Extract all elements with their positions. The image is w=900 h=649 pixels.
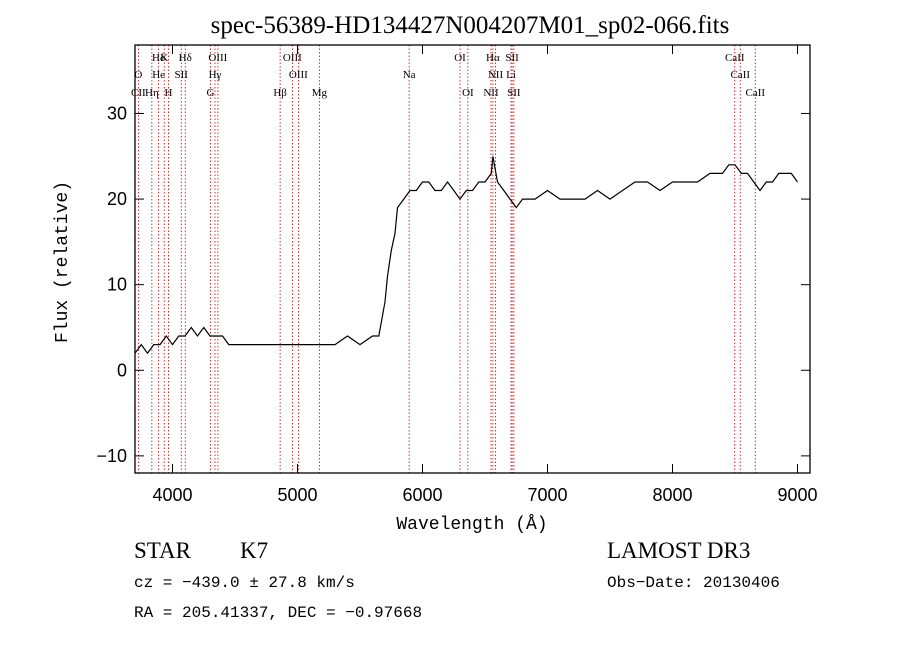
spectral-line-label-mid-row: Hγ <box>209 69 222 81</box>
spectral-line-label-mid-row: OIII <box>289 69 308 81</box>
y-tick-label: −10 <box>96 446 127 466</box>
x-tick-label: 7000 <box>527 485 567 505</box>
spectral-line-label-top-row: CaII <box>725 52 745 64</box>
y-tick-label: 20 <box>107 189 127 209</box>
y-tick-label: 0 <box>117 360 127 380</box>
spectral-line-label-top-row: OIII <box>283 52 302 64</box>
x-tick-label: 5000 <box>277 485 317 505</box>
x-tick-label: 6000 <box>402 485 442 505</box>
x-tick-label: 4000 <box>152 485 192 505</box>
spectral-line-label-low-row: Hβ <box>273 87 287 99</box>
spectral-line-label-low-row: SII <box>507 87 521 99</box>
spectral-line-label-low-row: NII <box>483 87 499 99</box>
y-tick-label: 10 <box>107 275 127 295</box>
spectral-line-label-mid-row: He <box>152 69 165 81</box>
x-axis-label: Wavelength (Å) <box>396 514 547 535</box>
spectral-line-label-low-row: OI <box>462 87 474 99</box>
plot-frame <box>134 44 811 474</box>
spectral-line-label-low-row: CII <box>131 87 146 99</box>
spectral-line-label-top-row: Hδ <box>179 52 192 64</box>
spectral-line-markers <box>137 45 756 473</box>
spectral-line-label-top-row: Hδ <box>152 52 165 64</box>
spectral-line-label-mid-row: Na <box>403 69 416 81</box>
spectral-line-label-mid-row: Li <box>506 69 516 81</box>
spectrum-series-line <box>134 156 798 355</box>
y-axis-label: Flux (relative) <box>53 181 73 343</box>
survey-label: LAMOST DR3 <box>607 538 751 563</box>
spectral-line-label-low-row: H <box>165 87 173 99</box>
spectral-line-label-top-row: OIII <box>208 52 227 64</box>
spectral-line-label-top-row: SII <box>505 52 519 64</box>
obs-date-text: Obs−Date: 20130406 <box>607 574 780 592</box>
x-tick-label: 8000 <box>652 485 692 505</box>
spectral-line-label-mid-row: O <box>134 69 142 81</box>
spectral-line-label-low-row: G <box>207 87 215 99</box>
spectral-line-label-mid-row: SII <box>175 69 189 81</box>
y-tick-label: 30 <box>107 103 127 123</box>
spectral-line-label-low-row: Mg <box>312 87 328 99</box>
spectral-line-label-top-row: K <box>160 52 168 64</box>
object-class-label: STAR <box>134 538 191 563</box>
spectral-line-label-top-row: OI <box>454 52 466 64</box>
spectral-line-label-mid-row: CaII <box>730 69 750 81</box>
chart-title: spec-56389-HD134427N004207M01_sp02-066.f… <box>211 12 730 39</box>
spectral-line-label-low-row: Hη <box>145 87 159 99</box>
x-tick-label: 9000 <box>777 485 817 505</box>
spectral-line-label-low-row: CaII <box>745 87 765 99</box>
axis-ticks: 4000 5000 6000 7000 8000 9000 −10 0 10 20 30 <box>96 45 818 505</box>
object-subclass-label: K7 <box>240 538 269 563</box>
spectral-line-label-top-row: Hα <box>486 52 500 64</box>
spectral-line-label-mid-row: NII <box>488 69 504 81</box>
coordinates-text: RA = 205.41337, DEC = −0.97668 <box>134 604 423 622</box>
cz-value-text: cz = −439.0 ± 27.8 km/s <box>134 574 355 592</box>
